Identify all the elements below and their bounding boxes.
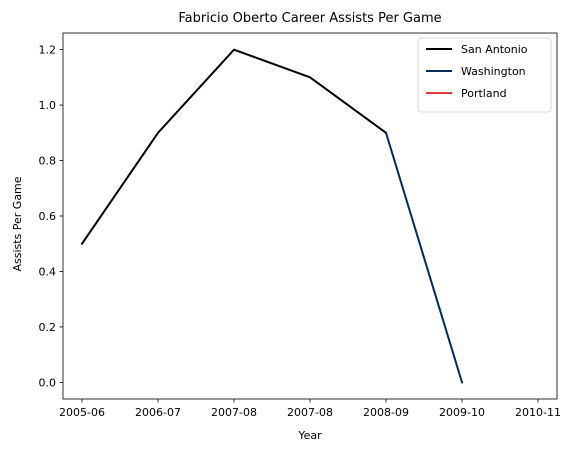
- y-axis-label: Assists Per Game: [11, 176, 24, 271]
- y-tick-label: 0.2: [39, 321, 57, 334]
- x-tick-label: 2007-08: [287, 406, 333, 419]
- series-line-washington: [384, 131, 464, 384]
- y-tick-label: 0.8: [39, 155, 57, 168]
- y-axis: 0.0 0.2 0.4 0.6 0.8 1.0 1.2: [39, 44, 63, 389]
- x-tick-label: 2005-06: [59, 406, 105, 419]
- y-tick-label: 0.4: [39, 265, 57, 278]
- y-tick-label: 1.2: [39, 44, 57, 57]
- legend-label: Washington: [461, 65, 526, 78]
- y-tick-label: 0.0: [39, 376, 57, 389]
- x-tick-label: 2007-08: [211, 406, 257, 419]
- x-axis: 2005-06 2006-07 2007-08 2007-08 2008-09 2009-…: [59, 399, 561, 419]
- x-tick-label: 2008-09: [363, 406, 409, 419]
- legend: San Antonio Washington Portland: [417, 37, 552, 113]
- y-tick-label: 0.6: [39, 210, 57, 223]
- x-axis-label: Year: [297, 429, 322, 442]
- legend-label: Portland: [461, 87, 507, 100]
- series-line-san-antonio: [80, 48, 388, 246]
- x-tick-label: 2009-10: [439, 406, 485, 419]
- y-tick-label: 1.0: [39, 99, 57, 112]
- x-tick-label: 2010-11: [515, 406, 561, 419]
- legend-label: San Antonio: [461, 43, 528, 56]
- chart-title: Fabricio Oberto Career Assists Per Game: [178, 11, 441, 26]
- x-tick-label: 2006-07: [135, 406, 181, 419]
